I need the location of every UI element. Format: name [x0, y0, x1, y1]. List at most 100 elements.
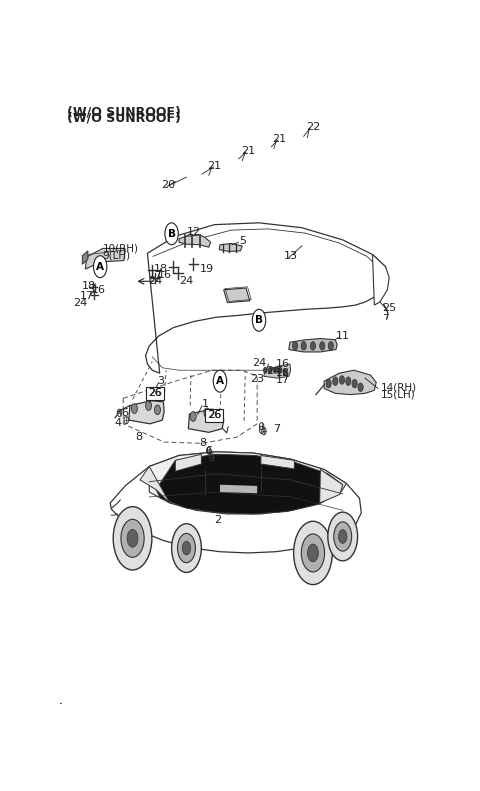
Text: 24: 24: [148, 276, 162, 286]
Polygon shape: [219, 244, 242, 252]
Polygon shape: [140, 467, 170, 503]
Text: 8: 8: [135, 432, 143, 442]
Text: 24: 24: [265, 366, 280, 377]
Text: 26: 26: [208, 411, 221, 420]
FancyBboxPatch shape: [146, 387, 164, 400]
Text: 21: 21: [241, 146, 255, 156]
Text: 22: 22: [306, 122, 320, 132]
Circle shape: [264, 367, 267, 373]
Text: 26: 26: [148, 388, 161, 399]
Circle shape: [339, 376, 345, 384]
Circle shape: [172, 524, 202, 573]
Circle shape: [301, 342, 306, 350]
Polygon shape: [85, 248, 125, 269]
Circle shape: [328, 512, 358, 561]
Text: 1: 1: [202, 399, 209, 409]
Text: 16: 16: [276, 359, 290, 369]
Circle shape: [352, 380, 357, 388]
Text: 15(LH): 15(LH): [381, 390, 415, 399]
Circle shape: [320, 342, 325, 350]
Text: 11: 11: [336, 331, 350, 341]
Text: B: B: [168, 229, 176, 239]
Circle shape: [346, 377, 351, 385]
Text: 19: 19: [200, 264, 214, 274]
Text: 25: 25: [382, 303, 396, 313]
Text: 23: 23: [250, 373, 264, 384]
Polygon shape: [83, 251, 88, 264]
Polygon shape: [43, 703, 145, 780]
Circle shape: [182, 541, 191, 555]
Circle shape: [204, 408, 210, 418]
Text: 18: 18: [154, 264, 168, 274]
Text: 2: 2: [215, 515, 222, 525]
Text: 16: 16: [158, 271, 172, 280]
Circle shape: [301, 534, 324, 572]
Polygon shape: [289, 339, 337, 352]
Circle shape: [326, 380, 331, 388]
Text: 13: 13: [284, 252, 298, 261]
Polygon shape: [110, 452, 361, 553]
Text: 26: 26: [148, 388, 162, 399]
Text: 5: 5: [239, 236, 246, 246]
Text: A: A: [216, 377, 224, 386]
Circle shape: [121, 520, 144, 558]
Polygon shape: [220, 485, 257, 494]
Text: 14(RH): 14(RH): [381, 382, 417, 392]
Circle shape: [252, 309, 266, 331]
Polygon shape: [175, 454, 202, 471]
Text: 6: 6: [121, 408, 129, 418]
Text: 10(RH): 10(RH): [103, 244, 139, 253]
Text: 16: 16: [92, 285, 106, 295]
Text: 8: 8: [200, 438, 207, 448]
Circle shape: [127, 529, 138, 547]
Circle shape: [328, 342, 334, 350]
Text: 18: 18: [82, 281, 96, 291]
Circle shape: [311, 342, 315, 350]
Text: 4: 4: [114, 418, 121, 428]
Text: 24: 24: [73, 298, 87, 308]
Text: 26: 26: [207, 411, 221, 420]
Polygon shape: [324, 370, 376, 395]
Circle shape: [294, 521, 332, 585]
Circle shape: [278, 367, 282, 373]
Text: 24: 24: [252, 358, 266, 368]
Text: 24: 24: [180, 276, 193, 286]
Text: 21: 21: [273, 134, 287, 144]
Circle shape: [165, 223, 178, 244]
Circle shape: [94, 255, 107, 278]
Polygon shape: [320, 470, 343, 503]
Circle shape: [273, 367, 277, 373]
Text: 17: 17: [149, 271, 163, 280]
Text: 21: 21: [207, 161, 221, 171]
Polygon shape: [145, 223, 386, 373]
Text: 7: 7: [273, 424, 280, 433]
Circle shape: [213, 370, 227, 392]
Circle shape: [292, 342, 298, 350]
Text: A: A: [96, 262, 104, 271]
Circle shape: [268, 367, 272, 373]
Circle shape: [132, 403, 137, 414]
Text: 9(LH): 9(LH): [103, 251, 131, 261]
Circle shape: [178, 533, 195, 562]
Circle shape: [283, 369, 287, 375]
Polygon shape: [188, 409, 224, 433]
Text: (W/O SUNROOF): (W/O SUNROOF): [67, 105, 181, 119]
Text: 17: 17: [80, 291, 94, 301]
Circle shape: [338, 530, 347, 543]
Polygon shape: [55, 711, 134, 772]
Text: B: B: [255, 316, 263, 325]
Circle shape: [308, 544, 318, 562]
Circle shape: [145, 401, 152, 411]
Circle shape: [155, 405, 160, 414]
Circle shape: [358, 383, 363, 392]
Circle shape: [213, 411, 219, 422]
Polygon shape: [179, 235, 211, 247]
Polygon shape: [149, 452, 347, 514]
Text: 3: 3: [157, 377, 164, 386]
Polygon shape: [156, 454, 343, 514]
Polygon shape: [129, 401, 164, 424]
Circle shape: [113, 507, 152, 570]
Text: 18: 18: [276, 368, 290, 377]
Text: 17: 17: [276, 375, 290, 385]
Polygon shape: [224, 288, 250, 303]
